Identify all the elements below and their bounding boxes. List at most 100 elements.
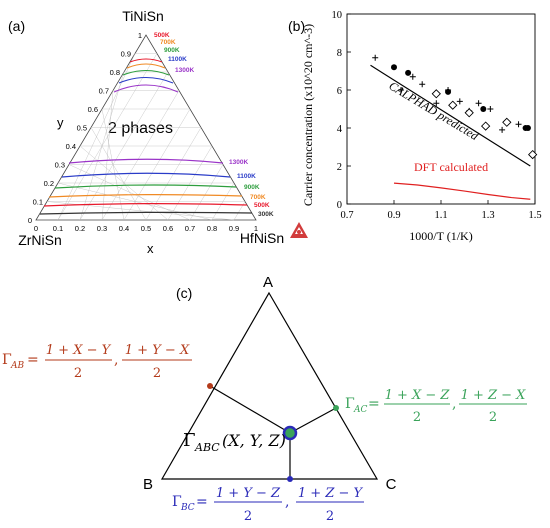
tick-label-left: 1 [138, 31, 142, 40]
data-point-diamond [481, 121, 491, 131]
chart-lines [370, 64, 531, 200]
x-tick-label: 1.1 [434, 210, 447, 221]
gamma-bc-denominator-1: 2 [244, 509, 252, 524]
y-tick-label: 10 [332, 10, 343, 21]
data-point-plus [515, 121, 522, 128]
gamma-ac-denominator-2: 2 [489, 410, 497, 425]
tick-label-left: 0.1 [33, 198, 43, 207]
y-tick-label: 8 [337, 48, 342, 59]
gamma-ac-equals: = [368, 396, 380, 412]
curve-500k-upper [129, 58, 163, 63]
grid-line [79, 145, 169, 221]
data-point-plus [419, 81, 426, 88]
curve-900k-upper [122, 69, 170, 76]
data-point-plus [487, 106, 494, 112]
gamma-ac-denominator-1: 2 [413, 410, 421, 425]
tick-label-bottom: 0.8 [207, 224, 217, 233]
apex-left-label: ZrNiSn [18, 232, 62, 248]
tick-label-bottom: 0.5 [141, 224, 151, 233]
gamma-ab-equation: Γ AB = 1 + X − Y 2 , 1 + Y − X 2 [2, 343, 192, 381]
data-point-diamond [464, 108, 474, 118]
curve-900k-lower [54, 184, 237, 189]
gamma-ac-numerator-1: 1 + X − Z [385, 388, 451, 403]
gamma-ab-denominator-2: 2 [153, 366, 161, 381]
gamma-abc-symbol: Γ [183, 430, 196, 451]
gamma-bc-subscript: BC [180, 503, 195, 513]
y-axis-label: Carrier concentration (x10^20 cm^-3) [301, 24, 315, 206]
apex-top-label: TiNiSn [122, 8, 164, 24]
data-point-plus [499, 126, 506, 133]
axis-y-label: y [57, 115, 64, 130]
two-phase-region-label: 2 phases [108, 120, 173, 137]
gamma-ac-comma: , [452, 396, 456, 412]
gamma-ab-numerator-1: 1 + X − Y [46, 343, 112, 358]
tick-label-bottom: 0.3 [97, 224, 107, 233]
gamma-ab-comma: , [114, 352, 118, 368]
gamma-ab-equals: = [27, 352, 39, 368]
vertex-c-label: C [386, 476, 397, 493]
data-point-plus [475, 100, 482, 107]
grid-line [101, 90, 180, 221]
panel-b: (b) 0.7 0.9 1.1 1.3 1.5 0 2 4 6 8 10 Carrier conce… [288, 10, 542, 243]
tick-label-left: 0.6 [88, 105, 98, 114]
tick-label-bottom: 0.2 [75, 224, 85, 233]
point-gamma-bc [287, 476, 293, 482]
tick-label-left: 0.7 [99, 87, 109, 96]
panel-a-label: (a) [8, 18, 25, 34]
tick-label-left: 0.2 [44, 179, 54, 188]
temp-label-500k-bottom: 500K [254, 202, 270, 209]
data-point-circle [524, 125, 531, 131]
temp-label-1300k-bottom: 1300K [229, 159, 248, 166]
x-tick-label: 1.3 [481, 210, 494, 221]
panel-c: (c) A B C Γ ABC (X, Y, Z) Γ AB = 1 + X −… [2, 274, 527, 524]
grid-line [167, 145, 213, 221]
calphad-line [370, 64, 531, 167]
curve-300k-lower [39, 211, 253, 215]
tie-line-ac [289, 407, 337, 434]
data-point-plus [372, 54, 379, 61]
grid-line [57, 182, 213, 221]
tick-label-left: 0.5 [77, 124, 87, 133]
tick-label-bottom: 0.7 [185, 224, 195, 233]
grid-line [211, 182, 235, 221]
data-point-plus [398, 87, 405, 93]
gamma-abc-label: Γ ABC (X, Y, Z) [183, 430, 286, 454]
tick-label-left: 0.8 [110, 68, 120, 77]
tick-label-bottom: 0.1 [53, 224, 63, 233]
data-point-diamond [528, 149, 538, 160]
tick-label-bottom: 0.6 [163, 224, 173, 233]
y-tick-label: 2 [337, 162, 342, 173]
grid-line [189, 164, 224, 221]
vertex-a-label: A [263, 274, 273, 291]
vertex-b-label: B [143, 476, 153, 493]
curve-1100k-upper [118, 76, 174, 84]
temp-label-900k-bottom: 900K [244, 184, 260, 191]
data-point-diamond [431, 89, 441, 99]
gamma-ac-subscript: AC [353, 405, 367, 415]
gamma-bc-equals: = [196, 494, 208, 510]
temp-label-700k-bottom: 700K [250, 194, 266, 201]
schematic-triangle [160, 291, 379, 480]
gamma-ab-denominator-1: 2 [74, 366, 82, 381]
dft-line-label: DFT calculated [414, 160, 488, 174]
software-logo-icon [290, 222, 308, 238]
temp-label-700k-top: 700K [160, 39, 176, 46]
curve-1100k-lower [61, 172, 231, 178]
x-tick-label: 0.7 [340, 210, 353, 221]
apex-right-label: HfNiSn [240, 230, 284, 246]
gamma-ac-symbol: Γ [345, 396, 355, 412]
gamma-abc-subscript: ABC [194, 441, 220, 454]
x-axis-label: 1000/T (1/K) [409, 229, 472, 243]
dft-line [393, 182, 531, 200]
ternary-ticks: 0 0.1 0.2 0.3 0.4 0.5 0.6 0.7 0.8 0.9 110.90.80.70… [28, 31, 258, 233]
curve-500k-lower [43, 203, 248, 207]
tick-label-bottom: 0.9 [229, 224, 239, 233]
x-tick-label: 0.9 [387, 210, 400, 221]
y-tick-label: 0 [337, 200, 342, 211]
temp-label-1100k-top: 1100K [168, 56, 187, 63]
y-tick-label: 6 [337, 86, 342, 97]
gamma-bc-numerator-1: 1 + Y − Z [216, 486, 281, 501]
gamma-ac-numerator-2: 1 + Z − X [461, 388, 527, 403]
data-point-plus [445, 87, 452, 93]
